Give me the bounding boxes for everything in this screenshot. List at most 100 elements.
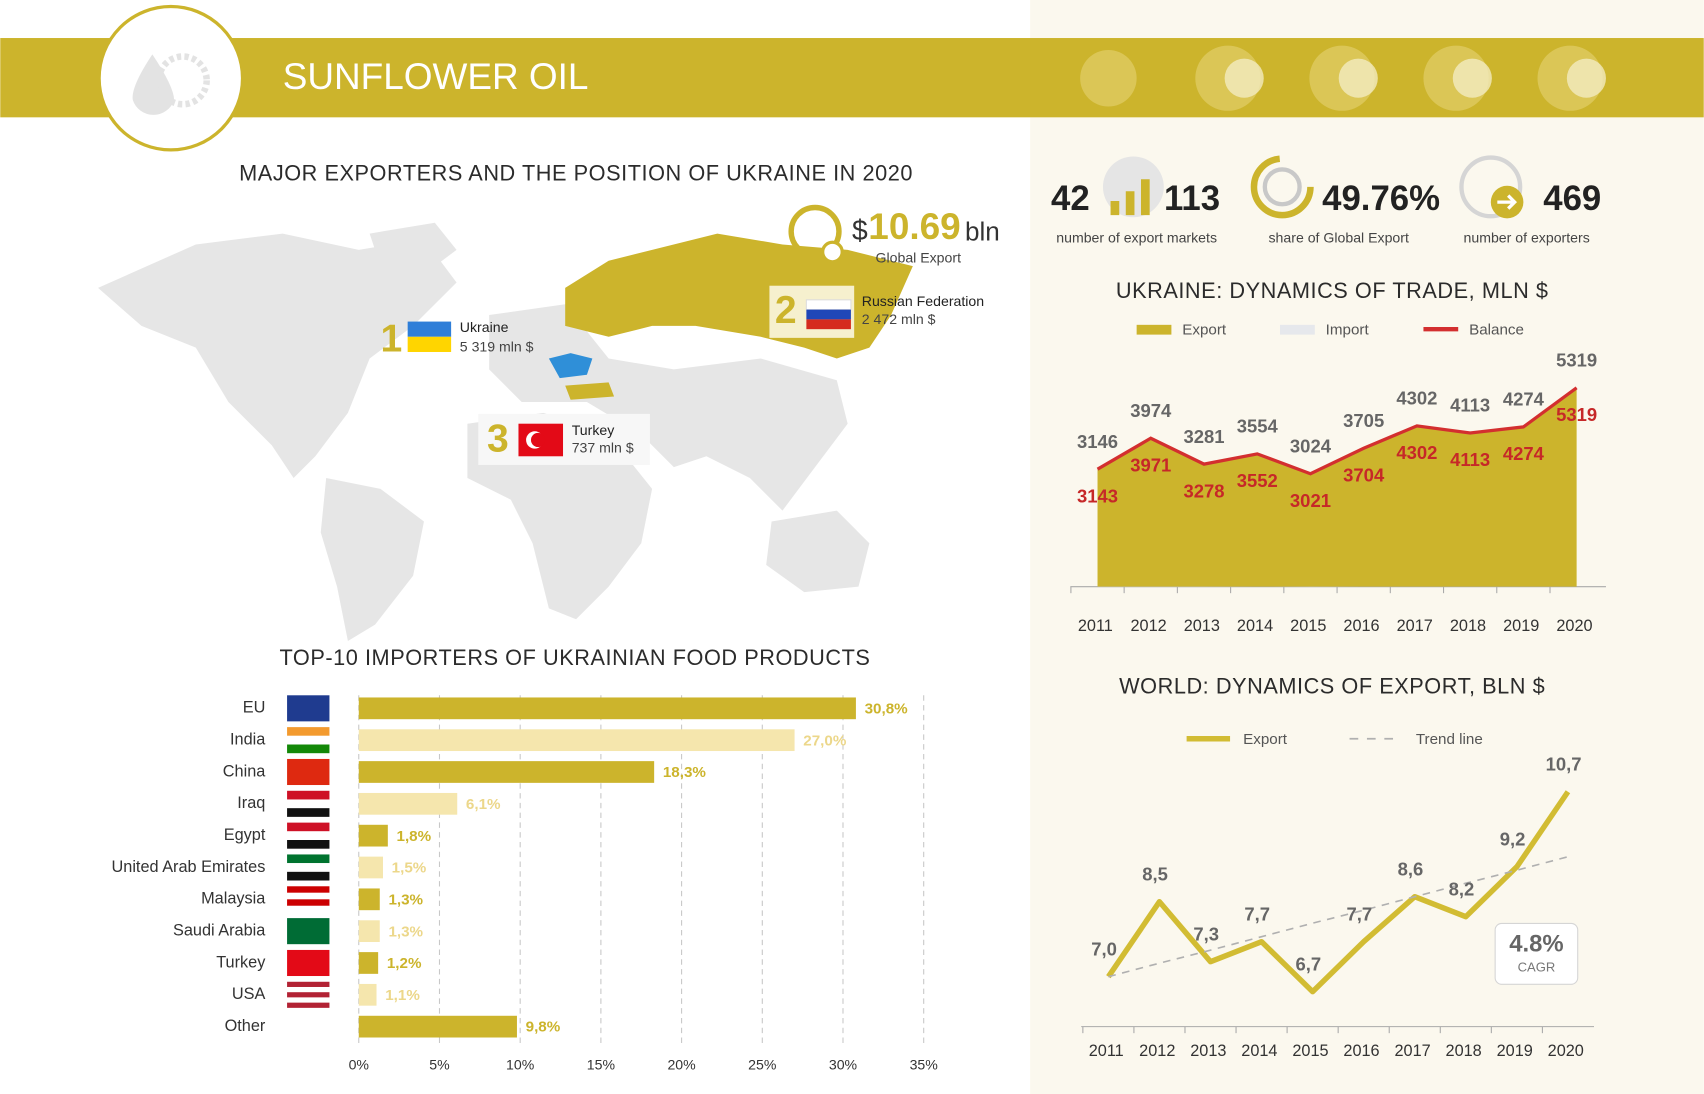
flag [287,727,330,736]
value-label: 3971 [1130,454,1171,475]
value-label: 7,7 [1347,903,1373,924]
exporter-3: 3 Turkey 737 mln $ [478,413,650,465]
x-tick-label: 2018 [1446,1042,1482,1060]
value-label: 30,8% [865,700,909,717]
rank: 2 [775,289,797,332]
value-label: 4113 [1450,395,1490,416]
flag [287,831,330,841]
flag [287,758,330,786]
value-label: 4113 [1450,449,1490,470]
cagr-box [1494,922,1579,985]
x-tick-label: 2020 [1556,617,1592,635]
global-export-label: Global Export [876,249,962,265]
x-tick-label: 2020 [1548,1042,1584,1060]
legend-swatch [1136,324,1172,335]
flag [287,854,330,864]
header-band [0,38,1704,118]
flag [287,863,330,872]
chart-title: UKRAINE: DYNAMICS OF TRADE, MLN $ [1116,278,1549,303]
x-tick-label: 2012 [1130,617,1166,635]
legend-label: Balance [1469,321,1524,338]
value-label: 3146 [1077,431,1118,452]
x-tick-label: 30% [829,1056,858,1072]
value-label: 1,1% [385,987,420,1004]
value-label: 1,5% [392,860,427,877]
x-tick-label: 2011 [1089,1042,1124,1060]
flag [407,321,452,337]
stat-icon [1262,167,1302,207]
category-label: United Arab Emirates [112,858,266,876]
x-tick-label: 2019 [1497,1042,1533,1060]
x-tick-label: 2012 [1139,1042,1175,1060]
stat-icon [1110,179,1150,216]
logo-icon [132,53,210,115]
x-tick-label: 2014 [1241,1042,1277,1060]
x-tick-label: 25% [748,1056,777,1072]
bar [358,729,795,752]
x-tick-label: 2017 [1394,1042,1430,1060]
flag [287,799,330,809]
value-label: 8,5 [1142,864,1168,885]
legend-swatch [1280,324,1315,335]
value-label: 3143 [1077,485,1118,506]
x-tick-label: 2018 [1450,617,1486,635]
bar [358,920,380,943]
flag [287,808,330,817]
value-label: 4274 [1503,443,1545,464]
value-label: 5319 [1556,404,1597,425]
rank: 3 [487,417,509,460]
x-tick-label: 2014 [1237,617,1273,635]
stat-icon [1497,194,1518,210]
flag [287,997,330,1003]
x-tick-label: 2011 [1078,617,1113,635]
bar [358,952,379,974]
header-title: SUNFLOWER OIL [283,56,589,97]
category-label: China [223,762,266,780]
line [1096,386,1578,476]
flag [287,986,330,993]
category-label: India [230,730,266,748]
category-label: USA [232,985,266,1003]
bar [358,824,388,847]
flag [806,309,851,320]
value-label: 3554 [1237,416,1279,437]
bar [358,983,377,1006]
bar [358,1015,517,1038]
legend-label: Trend line [1416,731,1483,748]
flag [287,695,330,722]
flag [287,744,330,754]
value-label: 7,3 [1193,923,1219,944]
value-label: 1,3% [388,891,423,908]
x-tick-label: 2016 [1343,1042,1379,1060]
value-label: 9,8% [526,1019,561,1036]
flag [530,432,546,448]
exporter-1: 1 Ukraine 5 319 mln $ [380,317,533,360]
exporter-2: 2 Russian Federation 2 472 mln $ [769,285,984,338]
exporter-name: Turkey [572,422,616,438]
x-tick-label: 2013 [1190,1042,1226,1060]
value-label: 4302 [1396,388,1437,409]
flag [407,336,452,352]
x-tick-label: 2019 [1503,617,1539,635]
value-label: 4274 [1503,389,1545,410]
value-label: 8,6 [1398,859,1424,880]
value-label: 3704 [1343,464,1385,485]
rank: 1 [380,317,402,360]
stat-label: number of export markets [1056,230,1217,246]
stat-icon [1459,155,1523,219]
currency: $ [852,214,868,246]
x-tick-label: 2013 [1184,617,1220,635]
stats: 42 113 number of export markets 49.76% s… [1051,155,1601,246]
value-label: 7,0 [1091,938,1117,959]
x-tick-label: 2017 [1397,617,1433,635]
category-label: Other [225,1017,266,1035]
flag [287,735,330,745]
value-label: 18,3% [663,764,707,781]
x-tick-label: 0% [349,1056,370,1072]
stat-value: 49.76% [1322,180,1440,218]
category-label: Turkey [216,953,266,971]
exporter-name: Ukraine [460,319,509,335]
bar [358,792,458,815]
magnifier-icon [821,240,844,264]
flag [287,840,330,849]
